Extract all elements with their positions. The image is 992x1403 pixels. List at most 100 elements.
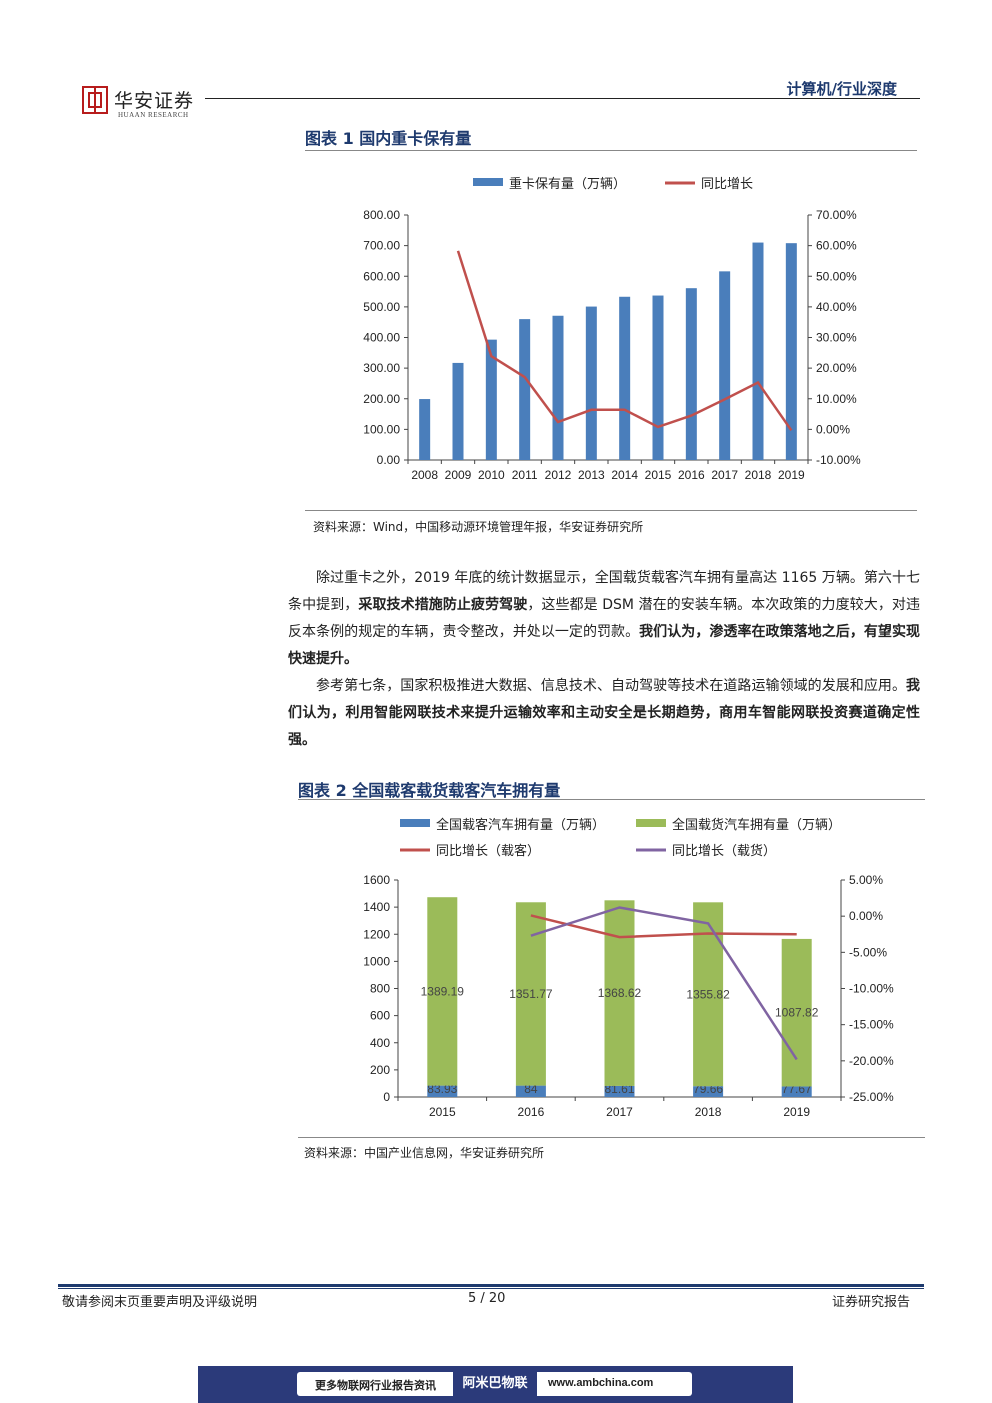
bar xyxy=(752,242,764,460)
y-tick-label-left: 400 xyxy=(370,1036,390,1050)
data-label: 1087.82 xyxy=(775,1006,819,1020)
data-label: 1368.62 xyxy=(598,986,642,1000)
y-tick-label-right: -25.00% xyxy=(849,1090,894,1104)
y-tick-label-left: 1200 xyxy=(363,927,390,941)
series-line xyxy=(530,906,798,1061)
y-tick-label-right: -15.00% xyxy=(849,1018,894,1032)
y-tick-label-left: 300.00 xyxy=(363,361,400,375)
y-tick-label-left: 0.00 xyxy=(377,453,401,467)
y-tick-label-right: -20.00% xyxy=(849,1054,894,1068)
figure1-top-rule xyxy=(305,150,917,151)
section-tag: 计算机/行业深度 xyxy=(786,80,897,98)
y-tick-label-left: 500.00 xyxy=(363,300,400,314)
y-tick-label-left: 100.00 xyxy=(363,422,400,436)
figure2-title: 图表 2 全国载客载货载客汽车拥有量 xyxy=(298,781,561,800)
footer-disclaimer: 敬请参阅末页重要声明及评级说明 xyxy=(62,1295,258,1310)
figure2-bottom-rule xyxy=(298,1137,925,1138)
figure1-source: 资料来源：Wind，中国移动源环境管理年报，华安证券研究所 xyxy=(313,520,644,534)
y-tick-label-right: 0.00% xyxy=(816,422,850,436)
x-tick-label: 2019 xyxy=(783,1105,810,1119)
bar xyxy=(519,319,531,460)
legend-entry: 全国载客汽车拥有量（万辆） xyxy=(436,817,605,832)
logo-en: HUAAN RESEARCH xyxy=(118,111,189,119)
x-tick-label: 2012 xyxy=(545,468,572,482)
bar xyxy=(619,296,631,460)
banner-text: 更多物联网行业报告资讯 xyxy=(315,1379,436,1392)
paragraph-2: 参考第七条，国家积极推进大数据、信息技术、自动驾驶等技术在道路运输领域的发展和应… xyxy=(288,678,920,748)
footer-divider xyxy=(58,1284,924,1287)
logo-icon xyxy=(82,86,108,114)
y-tick-label-left: 1400 xyxy=(363,900,390,914)
x-tick-label: 2016 xyxy=(518,1105,545,1119)
chart-vehicle-ownership: 0 200 400 600 800 1000 1200 1400 1600 -25.00% -20.… xyxy=(363,817,894,1119)
y-tick-label-left: 800.00 xyxy=(363,208,400,222)
banner-url[interactable]: www.ambchina.com xyxy=(548,1377,654,1389)
y-tick-label-right: -10.00% xyxy=(816,453,861,467)
banner-brand: 阿米巴物联 xyxy=(453,1372,537,1396)
footer-divider-thin xyxy=(58,1288,924,1289)
series-line xyxy=(530,914,797,939)
x-tick-label: 2008 xyxy=(411,468,438,482)
figure1-title: 图表 1 国内重卡保有量 xyxy=(305,129,472,148)
x-tick-label: 2011 xyxy=(512,468,538,482)
bar xyxy=(419,399,431,460)
body-text: 除过重卡之外，2019 年底的统计数据显示，全国载货载客汽车拥有量高达 1165… xyxy=(288,565,920,754)
footer-report-type: 证券研究报告 xyxy=(831,1295,910,1310)
x-tick-label: 2017 xyxy=(606,1105,633,1119)
x-tick-label: 2017 xyxy=(711,468,738,482)
x-tick-label: 2018 xyxy=(745,468,772,482)
data-label: 1351.77 xyxy=(509,987,553,1001)
bar xyxy=(652,295,664,460)
y-tick-label-right: 70.00% xyxy=(816,208,857,222)
series-line xyxy=(456,250,793,432)
bar xyxy=(515,1085,546,1097)
y-tick-label-right: 30.00% xyxy=(816,331,857,345)
y-tick-label-left: 1000 xyxy=(363,954,390,968)
bar xyxy=(485,339,497,460)
logo-name: 华安证券 xyxy=(114,90,195,112)
data-label: 1389.19 xyxy=(421,984,465,998)
y-tick-label-left: 0 xyxy=(383,1090,390,1104)
figure1-bottom-rule xyxy=(305,510,917,511)
bar xyxy=(604,1085,635,1097)
bar xyxy=(604,900,635,1086)
figure2-top-rule xyxy=(298,799,925,800)
y-tick-label-left: 600.00 xyxy=(363,269,400,283)
figure2-source: 资料来源：中国产业信息网，华安证券研究所 xyxy=(304,1146,545,1160)
y-tick-label-right: 10.00% xyxy=(816,392,857,406)
x-tick-label: 2014 xyxy=(611,468,638,482)
x-tick-label: 2009 xyxy=(445,468,472,482)
y-tick-label-left: 200 xyxy=(370,1063,390,1077)
y-tick-label-left: 800 xyxy=(370,982,390,996)
bar xyxy=(552,315,564,460)
paragraph-1: 除过重卡之外，2019 年底的统计数据显示，全国载货载客汽车拥有量高达 1165… xyxy=(288,570,921,667)
x-tick-label: 2019 xyxy=(778,468,805,482)
bar xyxy=(452,362,464,460)
bar xyxy=(685,288,697,460)
bar xyxy=(427,897,458,1086)
y-tick-label-right: -10.00% xyxy=(849,982,894,996)
bar xyxy=(781,938,812,1087)
bar xyxy=(785,243,797,460)
y-tick-label-left: 600 xyxy=(370,1009,390,1023)
x-tick-label: 2010 xyxy=(478,468,505,482)
x-tick-label: 2015 xyxy=(429,1105,456,1119)
chart-heavy-truck: 0.00 100.00 200.00 300.00 400.00 500.00 600.00… xyxy=(363,176,861,482)
legend-swatch xyxy=(636,819,666,827)
legend-entry: 同比增长（载货） xyxy=(672,843,776,858)
bar xyxy=(719,271,731,460)
legend-entry: 重卡保有量（万辆） xyxy=(509,176,626,191)
legend-swatch xyxy=(473,178,503,186)
data-label: 1355.82 xyxy=(686,987,730,1001)
page-number: 5 / 20 xyxy=(468,1291,506,1306)
x-tick-label: 2013 xyxy=(578,468,605,482)
x-tick-label: 2016 xyxy=(678,468,705,482)
bar xyxy=(781,1086,812,1097)
y-tick-label-right: -5.00% xyxy=(849,945,887,959)
legend-swatch xyxy=(400,819,430,827)
bar xyxy=(585,306,597,460)
bar xyxy=(693,1086,724,1097)
x-tick-label: 2015 xyxy=(645,468,672,482)
y-tick-label-right: 60.00% xyxy=(816,239,857,253)
y-tick-label-right: 20.00% xyxy=(816,361,857,375)
